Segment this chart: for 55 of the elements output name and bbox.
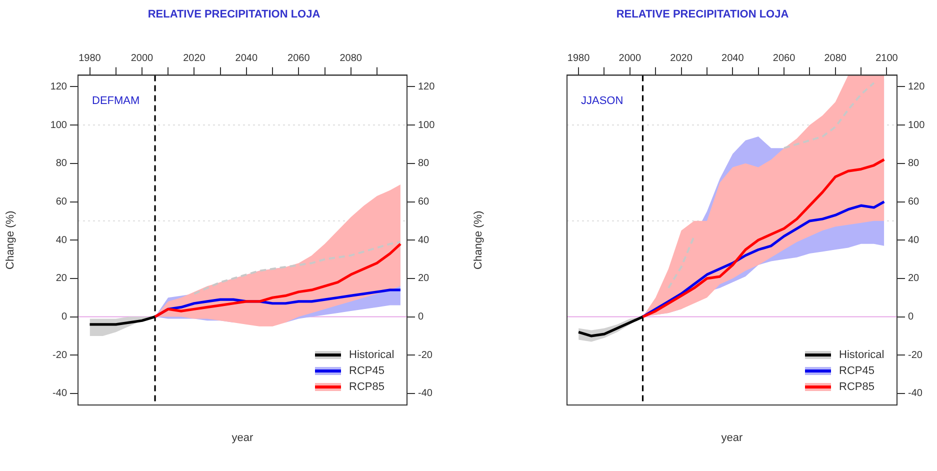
line-series <box>193 241 402 295</box>
x-tick-label: 2040 <box>235 52 258 64</box>
x-tick-label: 2100 <box>876 52 898 64</box>
y-tick-label: 40 <box>56 234 68 246</box>
y2-tick-label: -40 <box>908 388 923 400</box>
x-axis-title: year <box>232 432 254 444</box>
legend-label: RCP85 <box>839 381 874 394</box>
y2-tick-label: 20 <box>418 273 430 284</box>
x-tick-label: 1980 <box>78 52 102 64</box>
x-tick-label: 2020 <box>670 52 693 64</box>
x-tick-label: 2080 <box>340 52 362 64</box>
y2-tick-label: 0 <box>418 312 424 323</box>
chart-title: RELATIVE PRECIPITATION LOJA <box>148 8 320 21</box>
y-tick-label: -40 <box>52 388 68 400</box>
x-tick-label: 2040 <box>722 52 744 64</box>
x-tick-label: 2060 <box>288 52 310 64</box>
y2-tick-label: 60 <box>908 196 920 208</box>
x-tick-label: 2060 <box>772 52 796 64</box>
y-tick-label: 60 <box>56 196 68 208</box>
y-axis-title: Change (%) <box>4 210 17 270</box>
y2-tick-label: 100 <box>418 120 436 131</box>
legend-label: RCP85 <box>349 381 384 394</box>
y2-tick-label: 40 <box>908 234 920 246</box>
y2-tick-label: 120 <box>908 81 926 92</box>
y2-tick-label: -20 <box>908 350 923 361</box>
y2-tick-label: 80 <box>418 158 430 170</box>
legend-label: RCP45 <box>349 365 384 378</box>
x-tick-label: 2000 <box>130 52 154 64</box>
chart-title: RELATIVE PRECIPITATION LOJA <box>616 8 789 21</box>
x-tick-label: 1980 <box>567 52 590 64</box>
y2-tick-label: -20 <box>418 350 433 361</box>
y-axis-title: Change (%) <box>472 210 485 270</box>
legend-label: Historical <box>839 349 884 362</box>
y2-tick-label: 60 <box>418 196 430 208</box>
y-tick-label: 20 <box>56 273 68 284</box>
y2-tick-label: 0 <box>908 312 914 323</box>
annotation: DEFMAM <box>92 95 140 108</box>
x-tick-label: 2020 <box>183 52 206 64</box>
x-tick-label: 2000 <box>618 52 642 64</box>
y-tick-label: 120 <box>50 81 68 92</box>
y-tick-label: 80 <box>56 158 68 170</box>
legend-label: RCP45 <box>839 365 874 378</box>
x-axis-title: year <box>721 432 744 444</box>
annotation: JJASON <box>581 95 624 108</box>
x-tick-label: 2080 <box>824 52 847 64</box>
y2-tick-label: 120 <box>418 81 436 92</box>
y-tick-label: 0 <box>61 312 68 323</box>
y2-tick-label: -40 <box>418 388 433 400</box>
y-tick-label: -20 <box>52 350 68 361</box>
y2-tick-label: 80 <box>908 158 920 170</box>
y2-tick-label: 40 <box>418 234 430 246</box>
y2-tick-label: 100 <box>908 120 926 131</box>
y2-tick-label: 20 <box>908 273 920 284</box>
y-tick-label: 100 <box>50 120 68 131</box>
legend-label: Historical <box>349 349 394 362</box>
